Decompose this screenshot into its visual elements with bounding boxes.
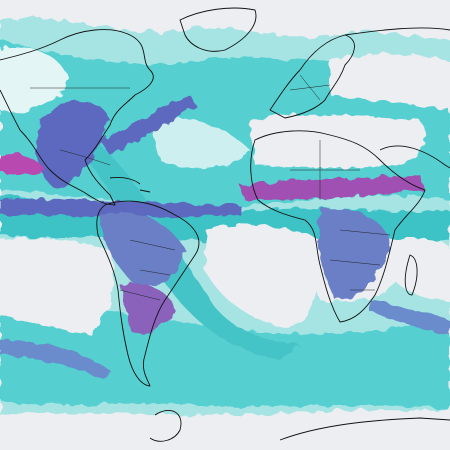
- precip-heavy: [100, 211, 185, 287]
- precip-heavy: [370, 300, 450, 335]
- coastline: [344, 27, 450, 169]
- precip-heavy: [0, 340, 110, 380]
- precip-heavy: [120, 283, 175, 335]
- precip-heavy: [100, 95, 195, 155]
- coastline: [269, 34, 355, 119]
- coastline: [96, 200, 200, 387]
- precip-heavy: [318, 208, 390, 300]
- coastline: [404, 254, 418, 296]
- coastline: [109, 177, 151, 193]
- dry-region: [380, 238, 450, 300]
- precip-layer: [0, 17, 450, 450]
- dry-region: [250, 114, 424, 169]
- precip-heavy: [0, 198, 240, 218]
- dry-region: [150, 117, 250, 169]
- borders: [30, 74, 391, 301]
- coastline: [149, 410, 450, 442]
- dry-region: [0, 410, 450, 450]
- dry-region: [0, 46, 70, 112]
- precip-heavy: [240, 175, 425, 200]
- dry-region: [0, 238, 114, 335]
- coastline: [250, 130, 426, 323]
- coastline: [179, 7, 257, 52]
- coastline: [0, 29, 154, 206]
- precip-heavy: [0, 153, 45, 176]
- dry-region: [330, 54, 450, 110]
- precip-medium: [70, 130, 300, 360]
- precip-heavy: [36, 101, 110, 190]
- coastlines: [0, 7, 450, 442]
- dry-region: [205, 224, 321, 330]
- precip-medium: [0, 307, 450, 410]
- map-shape: [30, 74, 391, 301]
